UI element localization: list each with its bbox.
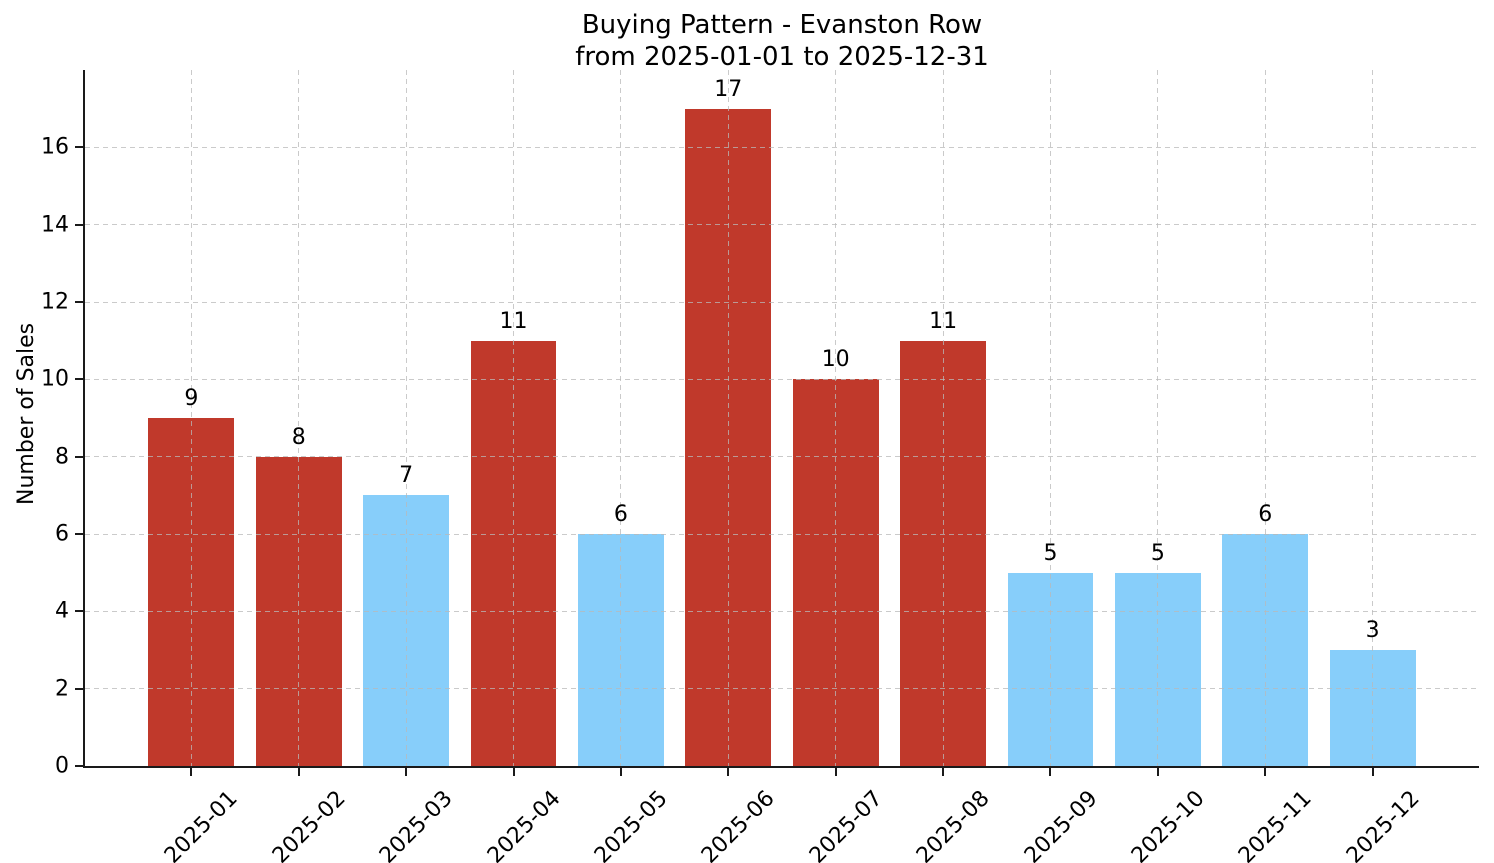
y-tick-label: 4 (55, 598, 69, 624)
gridline-vertical (1264, 70, 1266, 766)
x-tick-label-text: 2025-12 (1341, 786, 1425, 863)
gridline-horizontal (85, 301, 1479, 303)
bar-value-label: 5 (1043, 540, 1058, 566)
x-tick-label-text: 2025-01 (160, 786, 243, 863)
x-tick-label-text: 2025-03 (375, 786, 458, 863)
gridline-horizontal (85, 688, 1479, 690)
gridline-horizontal (85, 610, 1479, 612)
gridline-vertical (513, 70, 514, 766)
gridline-horizontal (85, 533, 1479, 535)
y-tick-mark (75, 223, 83, 226)
x-tick-mark (297, 768, 300, 776)
y-tick-mark (75, 533, 83, 535)
x-tick-mark (619, 768, 622, 776)
bar-value-label: 8 (291, 424, 306, 450)
x-axis-spine (83, 766, 1479, 768)
gridline-vertical (1049, 70, 1051, 766)
bar-value-label: 9 (184, 386, 199, 411)
gridline-horizontal (85, 456, 1479, 458)
y-tick-label: 14 (41, 212, 69, 238)
gridline-horizontal (85, 378, 1479, 380)
gridline-vertical (298, 70, 300, 766)
gridline-vertical (835, 70, 837, 766)
plot-area: 9 2025-01 8 2025-02 7 2025-03 11 2025-04 6 2025-0… (41, 70, 1479, 863)
y-tick-mark (75, 146, 83, 149)
y-tick-mark (75, 765, 83, 767)
y-tick-label: 6 (55, 521, 69, 547)
gridline-vertical (942, 70, 944, 766)
y-axis-label: Number of Sales (14, 322, 39, 505)
x-tick-label-text: 2025-02 (267, 786, 351, 863)
x-tick-mark (727, 768, 730, 776)
gridline-vertical (620, 70, 622, 766)
y-tick-label: 12 (41, 289, 69, 315)
x-tick-label-text: 2025-05 (589, 786, 673, 863)
gridline-horizontal (85, 146, 1479, 148)
bar-value-label: 3 (1365, 618, 1380, 643)
x-tick-label-text: 2025-08 (912, 786, 995, 863)
y-tick-mark (75, 455, 83, 458)
x-tick-label-text: 2025-10 (1126, 786, 1210, 863)
y-axis-spine (83, 70, 85, 768)
x-tick-mark (405, 768, 408, 776)
y-tick-mark (75, 378, 83, 381)
x-tick-label-text: 2025-07 (804, 786, 888, 863)
chart-title: Buying Pattern - Evanston Row from 2025-… (85, 10, 1479, 73)
gridline-vertical (1372, 70, 1374, 766)
y-tick-mark (75, 610, 83, 613)
y-tick-label: 10 (41, 366, 69, 392)
y-tick-label: 8 (55, 444, 69, 470)
gridline-vertical (405, 70, 407, 766)
bar-value-label: 6 (1258, 502, 1273, 527)
bar-value-label: 11 (929, 308, 958, 334)
y-tick-mark (75, 687, 83, 690)
x-tick-mark (834, 768, 837, 776)
bar-value-label: 5 (1150, 540, 1165, 566)
bar-value-label: 10 (821, 347, 850, 373)
bar-value-label: 7 (399, 463, 414, 489)
y-tick-label: 2 (55, 676, 69, 702)
x-tick-mark (942, 768, 945, 776)
x-tick-label-text: 2025-11 (1234, 786, 1317, 863)
x-tick-label-text: 2025-09 (1019, 786, 1103, 863)
x-tick-mark (1049, 768, 1052, 776)
bar-value-label: 11 (499, 308, 528, 334)
bar-value-label: 17 (714, 76, 743, 102)
x-tick-mark (1264, 768, 1267, 776)
x-tick-mark (512, 768, 515, 776)
x-tick-mark (190, 768, 193, 776)
x-tick-mark (1371, 768, 1374, 776)
gridline-vertical (1157, 70, 1159, 766)
y-tick-mark (75, 301, 83, 303)
chart-title-line1: Buying Pattern - Evanston Row (581, 10, 983, 40)
x-tick-label-text: 2025-04 (482, 786, 566, 863)
chart-title-line2: from 2025-01-01 to 2025-12-31 (575, 41, 989, 72)
gridline-vertical (727, 70, 729, 766)
y-tick-label: 0 (55, 753, 69, 779)
y-tick-label: 16 (41, 134, 69, 160)
gridline-vertical (190, 70, 192, 766)
bar-value-label: 6 (613, 502, 628, 527)
x-tick-mark (1156, 768, 1159, 776)
x-tick-label-text: 2025-06 (697, 786, 780, 863)
gridline-horizontal (85, 224, 1479, 226)
